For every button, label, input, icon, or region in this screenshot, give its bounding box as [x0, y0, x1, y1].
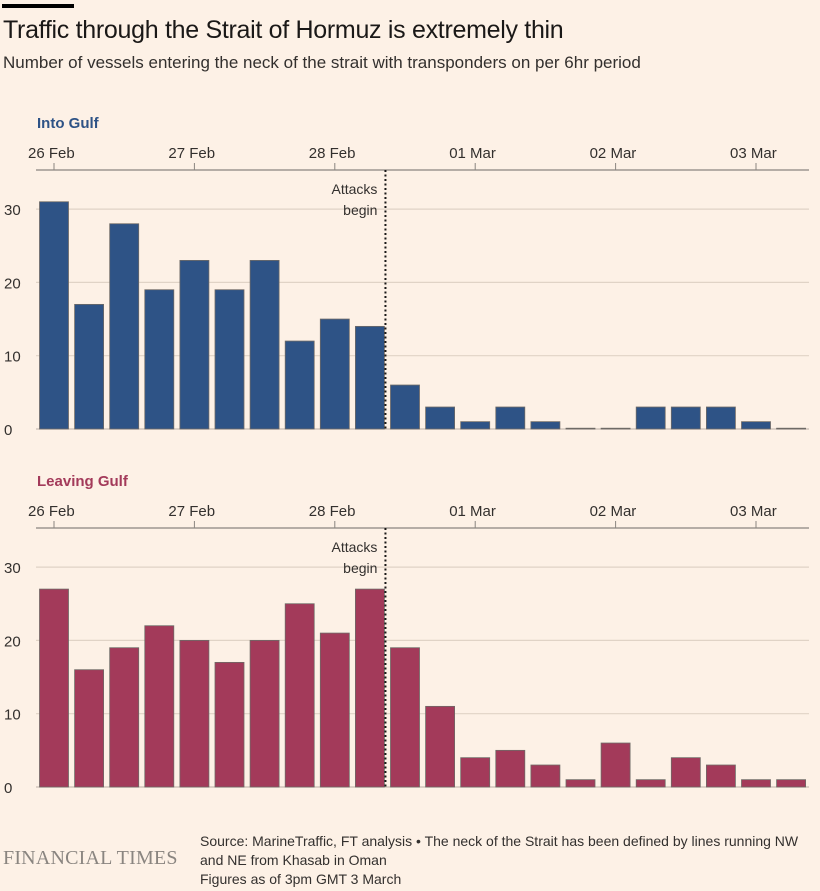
attacks-begin-annotation: Attacks — [332, 181, 378, 197]
bar — [354, 325, 385, 430]
bar — [741, 421, 771, 430]
into-gulf-chart: 0 10 20 30 26 Feb 27 Feb 28 Feb 01 Mar 02 Mar 03 … — [4, 145, 809, 439]
bar — [495, 406, 526, 430]
y-tick-label: 20 — [4, 275, 21, 292]
x-tick-label: 26 Feb — [28, 145, 75, 162]
y-tick-label: 20 — [4, 633, 21, 650]
source-line: Source: MarineTraffic, FT analysis • The… — [200, 833, 799, 868]
bar — [635, 406, 666, 430]
bar — [390, 647, 420, 788]
ft-logo: FINANCIAL TIMES — [3, 847, 178, 869]
attacks-begin-annotation: begin — [343, 202, 377, 218]
bar — [530, 421, 561, 430]
bar — [74, 303, 104, 430]
bar — [214, 289, 245, 430]
bar — [495, 749, 526, 788]
x-tick-label: 01 Mar — [449, 503, 496, 520]
bar — [144, 289, 175, 430]
y-tick-label: 0 — [4, 422, 12, 439]
x-tick-label: 28 Feb — [309, 145, 356, 162]
bar — [249, 260, 280, 430]
x-tick-label: 02 Mar — [590, 145, 637, 162]
bar — [425, 705, 456, 788]
bar — [109, 223, 140, 430]
note-line: Figures as of 3pm GMT 3 March — [200, 871, 402, 887]
bar — [319, 632, 350, 788]
bar — [284, 603, 315, 788]
bar — [39, 201, 69, 430]
x-tick-label: 26 Feb — [28, 503, 75, 520]
chart-subtitle: Number of vessels entering the neck of t… — [3, 53, 641, 72]
leaving-gulf-label: Leaving Gulf — [37, 473, 128, 490]
bar — [635, 779, 666, 788]
x-tick-label: 02 Mar — [590, 503, 637, 520]
bar — [530, 764, 561, 788]
bar — [600, 427, 631, 430]
x-tick-label: 03 Mar — [730, 503, 777, 520]
bar — [670, 757, 701, 788]
bar — [39, 588, 69, 788]
footer-source: Source: MarineTraffic, FT analysis • The… — [200, 832, 815, 889]
bar — [600, 742, 631, 788]
bar — [354, 588, 385, 788]
x-tick-label: 03 Mar — [730, 145, 777, 162]
brand-rule — [2, 4, 74, 8]
bar — [706, 406, 736, 430]
y-tick-label: 10 — [4, 349, 21, 366]
x-tick-label: 28 Feb — [309, 503, 356, 520]
x-tick-label: 27 Feb — [168, 503, 215, 520]
bar — [670, 406, 701, 430]
bar — [284, 340, 315, 430]
y-tick-label: 10 — [4, 707, 21, 724]
y-tick-label: 30 — [4, 560, 21, 577]
bar — [109, 647, 140, 788]
bar — [179, 260, 210, 430]
bar — [179, 639, 210, 788]
bar — [249, 639, 280, 788]
bar — [565, 779, 596, 788]
bar — [776, 779, 806, 788]
bar — [425, 406, 456, 430]
chart-title: Traffic through the Strait of Hormuz is … — [3, 16, 564, 44]
bar — [460, 421, 491, 430]
bar — [776, 427, 806, 430]
bar — [565, 427, 596, 430]
bar — [741, 779, 771, 788]
bar — [706, 764, 736, 788]
bar — [144, 625, 175, 788]
bar — [390, 384, 420, 430]
into-gulf-label: Into Gulf — [37, 115, 99, 132]
y-tick-label: 0 — [4, 780, 12, 797]
y-tick-label: 30 — [4, 202, 21, 219]
bar — [74, 669, 104, 788]
bar — [319, 318, 350, 430]
bar — [214, 661, 245, 788]
attacks-begin-annotation: begin — [343, 560, 377, 576]
attacks-begin-annotation: Attacks — [332, 539, 378, 555]
x-tick-label: 01 Mar — [449, 145, 496, 162]
x-tick-label: 27 Feb — [168, 145, 215, 162]
bar — [460, 757, 491, 788]
leaving-gulf-chart: 0 10 20 30 26 Feb 27 Feb 28 Feb 01 Mar 02 Mar 03 … — [4, 503, 809, 797]
